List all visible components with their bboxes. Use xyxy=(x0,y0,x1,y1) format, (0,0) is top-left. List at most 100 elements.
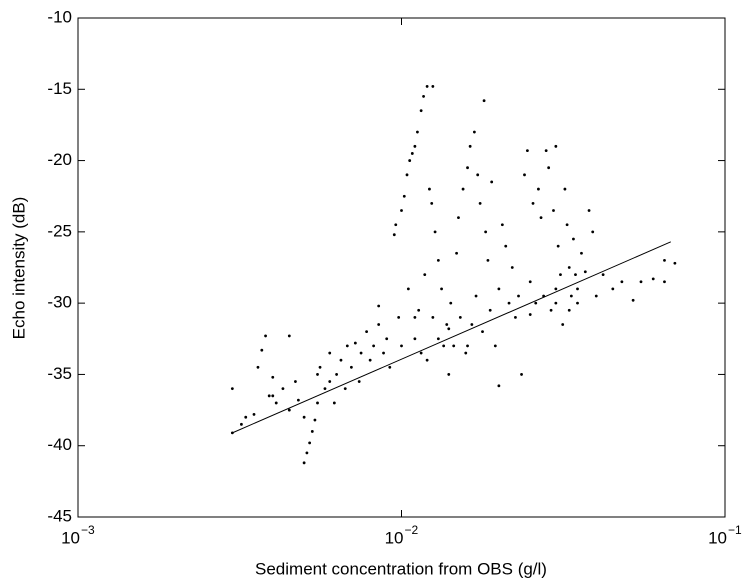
scatter-point xyxy=(520,373,523,376)
scatter-point xyxy=(452,344,456,348)
scatter-point xyxy=(422,95,425,98)
scatter-point xyxy=(497,287,501,291)
x-tick-exponent: −1 xyxy=(728,523,742,537)
scatter-point xyxy=(534,301,538,305)
scatter-point xyxy=(433,230,437,234)
scatter-point xyxy=(504,244,508,248)
scatter-point xyxy=(287,408,291,412)
scatter-point xyxy=(663,280,666,284)
fit-line xyxy=(232,241,672,434)
scatter-point xyxy=(240,422,243,426)
scatter-point xyxy=(368,358,372,362)
x-tick-label: 10 xyxy=(385,528,404,547)
scatter-point xyxy=(490,180,494,184)
scatter-point xyxy=(554,287,558,291)
scatter-point xyxy=(528,313,532,316)
scatter-point xyxy=(481,330,484,334)
scatter-point xyxy=(267,394,271,398)
scatter-point xyxy=(449,301,453,305)
x-axis-label: Sediment concentration from OBS (g/l) xyxy=(255,559,547,578)
scatter-point xyxy=(392,233,396,237)
scatter-point xyxy=(419,351,423,355)
scatter-point xyxy=(400,344,403,348)
scatter-point xyxy=(500,223,504,227)
scatter-point xyxy=(382,351,385,355)
scatter-point xyxy=(464,351,468,355)
scatter-point xyxy=(474,294,478,298)
scatter-point xyxy=(544,149,548,152)
scatter-point xyxy=(402,194,406,198)
scatter-point xyxy=(296,398,300,402)
scatter-point xyxy=(316,373,319,376)
y-tick-label: -20 xyxy=(47,150,72,169)
scatter-point xyxy=(294,380,297,383)
scatter-point xyxy=(328,351,332,355)
scatter-point xyxy=(587,209,591,212)
scatter-point xyxy=(673,261,677,265)
scatter-point xyxy=(394,223,398,227)
y-tick-label: -10 xyxy=(47,7,72,26)
scatter-point xyxy=(244,415,248,419)
scatter-point xyxy=(332,401,336,405)
scatter-point xyxy=(318,365,322,369)
scatter-point xyxy=(497,384,501,388)
scatter-point xyxy=(343,387,347,391)
scatter-point xyxy=(287,334,291,338)
scatter-point xyxy=(457,216,460,220)
scatter-point xyxy=(461,187,465,191)
scatter-point xyxy=(639,280,643,284)
x-tick-label: 10 xyxy=(708,528,727,547)
scatter-point xyxy=(281,387,285,391)
scatter-point xyxy=(576,301,579,305)
scatter-point xyxy=(631,298,635,302)
scatter-point xyxy=(569,294,573,298)
scatter-point xyxy=(514,316,517,319)
scatter-point xyxy=(316,401,319,405)
scatter-point xyxy=(406,287,410,291)
scatter-point xyxy=(484,230,488,234)
x-tick-exponent: −2 xyxy=(405,523,419,537)
scatter-point xyxy=(353,341,357,345)
scatter-point xyxy=(561,323,565,326)
scatter-point xyxy=(445,323,449,326)
scatter-point xyxy=(431,316,435,319)
scatter-point xyxy=(482,99,486,103)
scatter-point xyxy=(458,316,462,319)
scatter-point xyxy=(339,358,343,362)
scatter-point xyxy=(611,287,615,291)
scatter-point xyxy=(440,287,443,291)
y-axis-label: Echo intensity (dB) xyxy=(9,197,28,340)
y-tick-label: -40 xyxy=(47,435,72,454)
scatter-point xyxy=(554,301,558,305)
scatter-point xyxy=(591,230,595,234)
scatter-point xyxy=(559,273,562,277)
scatter-point xyxy=(372,344,376,348)
scatter-point xyxy=(256,365,260,369)
scatter-point xyxy=(663,258,666,262)
scatter-point xyxy=(302,461,306,465)
scatter-point xyxy=(563,187,567,191)
scatter-point xyxy=(431,85,435,88)
scatter-point xyxy=(583,270,587,274)
scatter-point xyxy=(510,266,514,269)
scatter-point xyxy=(547,166,551,170)
scatter-point xyxy=(397,316,401,319)
scatter-point xyxy=(523,173,526,177)
scatter-point xyxy=(423,273,427,277)
x-tick-label: 10 xyxy=(61,528,80,547)
y-tick-label: -35 xyxy=(47,364,72,383)
scatter-point xyxy=(416,130,419,134)
scatter-point xyxy=(413,337,417,341)
scatter-point xyxy=(400,209,403,212)
scatter-point xyxy=(385,337,389,341)
scatter-point xyxy=(472,130,476,134)
y-tick-label: -45 xyxy=(47,506,72,525)
scatter-point xyxy=(428,187,431,191)
scatter-point xyxy=(359,351,363,355)
scatter-point xyxy=(470,323,474,326)
scatter-point xyxy=(349,365,353,369)
scatter-point xyxy=(419,109,423,113)
scatter-point xyxy=(507,301,511,305)
scatter-point xyxy=(365,330,368,334)
